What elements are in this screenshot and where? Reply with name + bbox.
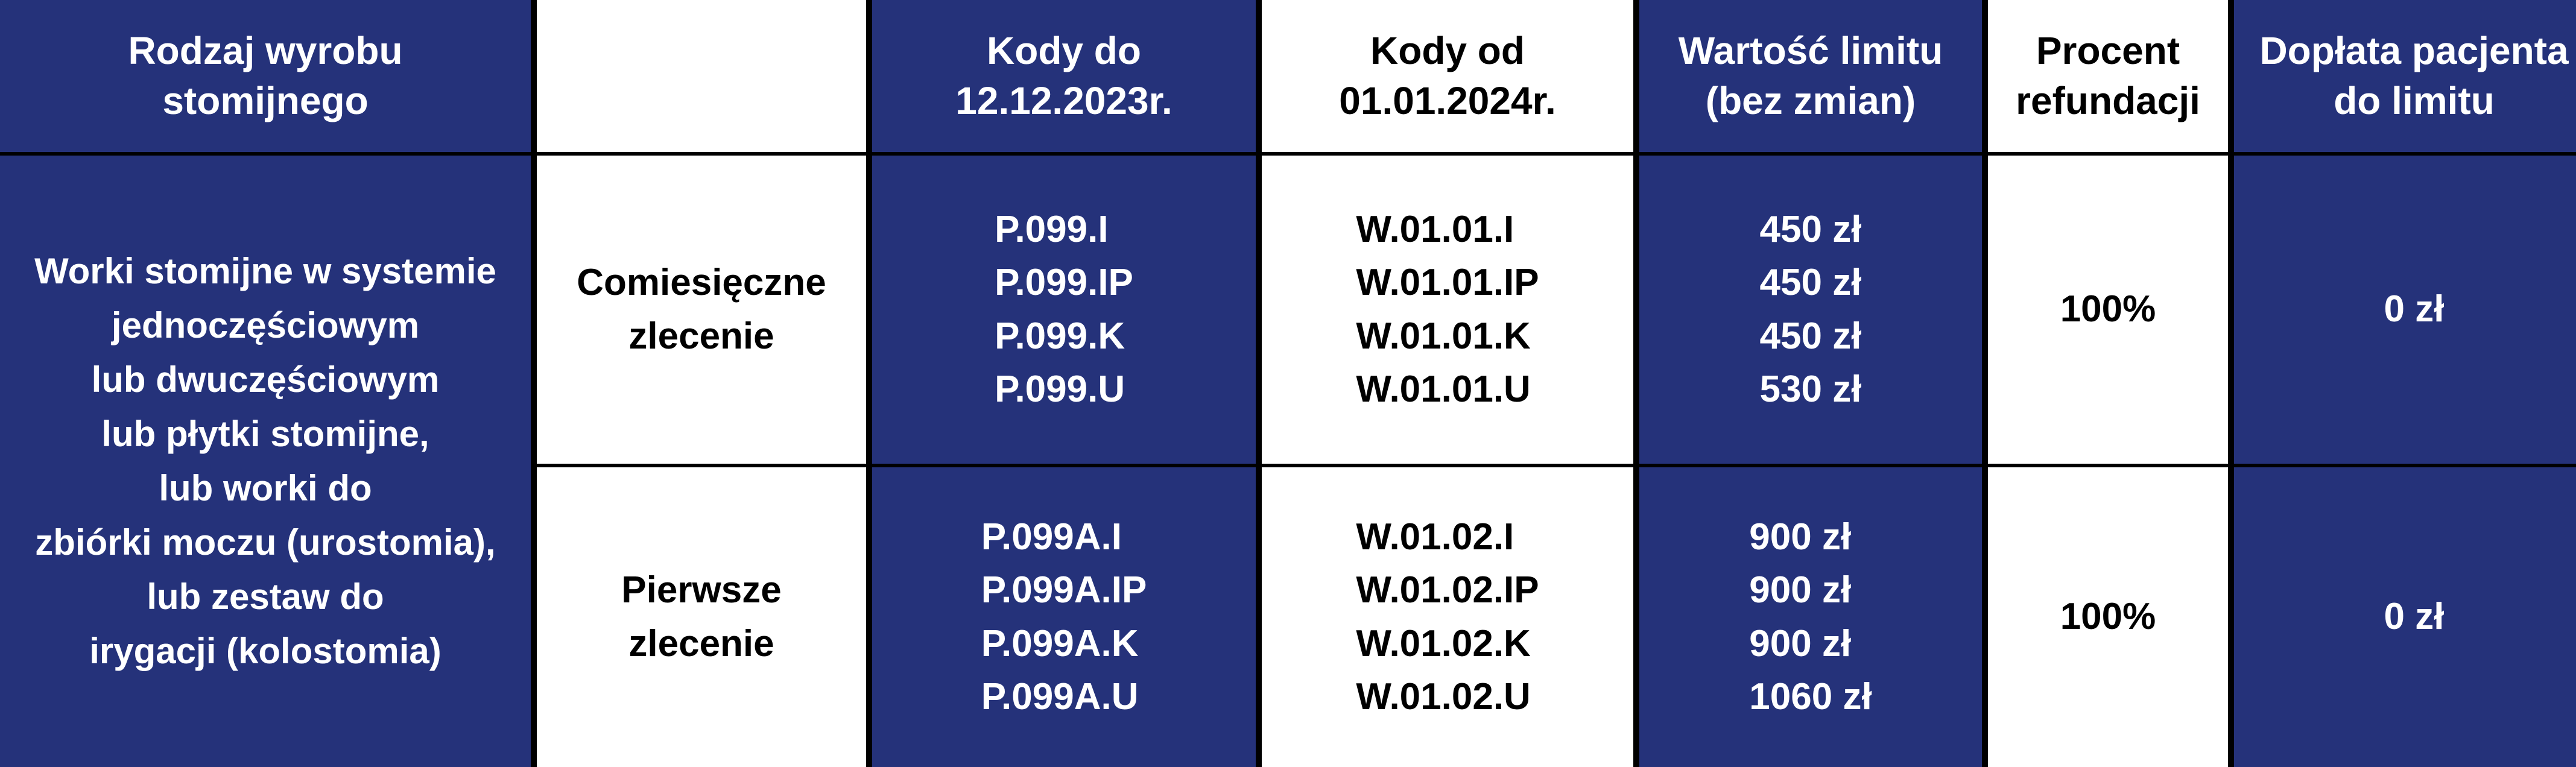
- code: P.099.K: [995, 315, 1125, 357]
- product-type-line: lub zestaw do: [147, 576, 384, 617]
- product-type-line: lub worki do: [159, 468, 372, 508]
- product-type-line: lub dwuczęściowym: [91, 359, 440, 400]
- limit-value: 450 zł: [1759, 209, 1862, 251]
- limit-value: 1060 zł: [1749, 675, 1872, 718]
- limit-list: 900 zł 900 zł 900 zł 1060 zł: [1749, 511, 1872, 723]
- header-text: Kody do: [987, 28, 1141, 72]
- header-new-codes: Kody od 01.01.2024r.: [1262, 0, 1633, 152]
- product-type-line: Worki stomijne w systemie: [34, 251, 496, 291]
- order-text: zlecenie: [628, 315, 774, 357]
- header-text: 12.12.2023r.: [955, 79, 1172, 122]
- header-text: Dopłata pacjenta: [2259, 28, 2569, 72]
- code: W.01.02.U: [1356, 675, 1531, 718]
- code: P.099A.I: [981, 516, 1122, 558]
- order-text: Pierwsze: [621, 569, 782, 611]
- copay-first: 0 zł: [2234, 467, 2576, 767]
- code: P.099.I: [995, 209, 1109, 251]
- old-codes-first: P.099A.I P.099A.IP P.099A.K P.099A.U: [872, 467, 1256, 767]
- code: P.099A.K: [981, 622, 1139, 664]
- code: W.01.02.I: [1356, 516, 1514, 558]
- code-list: P.099.I P.099.IP P.099.K P.099.U: [995, 203, 1133, 415]
- new-codes-first: W.01.02.I W.01.02.IP W.01.02.K W.01.02.U: [1262, 467, 1633, 767]
- header-text: stomijnego: [162, 79, 369, 122]
- code: P.099A.IP: [981, 569, 1147, 611]
- limits-first: 900 zł 900 zł 900 zł 1060 zł: [1639, 467, 1982, 767]
- header-empty: [537, 0, 866, 152]
- code: W.01.01.I: [1356, 209, 1514, 251]
- header-limit: Wartość limitu (bez zmian): [1639, 0, 1982, 152]
- header-copay: Dopłata pacjenta do limitu: [2234, 0, 2576, 152]
- code: P.099.IP: [995, 262, 1133, 304]
- header-old-codes: Kody do 12.12.2023r.: [872, 0, 1256, 152]
- limit-value: 450 zł: [1759, 262, 1862, 304]
- order-type-first: Pierwsze zlecenie: [537, 467, 866, 767]
- copay-monthly: 0 zł: [2234, 156, 2576, 464]
- header-text: 01.01.2024r.: [1339, 79, 1556, 122]
- order-text: Comiesięczne: [577, 262, 826, 304]
- product-type-line: zbiórki moczu (urostomia),: [35, 522, 496, 563]
- header-product-type: Rodzaj wyrobu stomijnego: [0, 0, 531, 152]
- header-text: do limitu: [2334, 79, 2495, 122]
- code: P.099.U: [995, 368, 1125, 410]
- header-text: (bez zmian): [1705, 79, 1916, 122]
- header-text: refundacji: [2016, 79, 2200, 122]
- old-codes-monthly: P.099.I P.099.IP P.099.K P.099.U: [872, 156, 1256, 464]
- limit-value: 450 zł: [1759, 315, 1862, 357]
- code: W.01.01.IP: [1356, 262, 1539, 304]
- product-type-line: jednoczęściowym: [111, 305, 420, 346]
- code-list: W.01.01.I W.01.01.IP W.01.01.K W.01.01.U: [1356, 203, 1539, 415]
- product-type-line: irygacji (kolostomia): [89, 631, 441, 671]
- code: W.01.01.U: [1356, 368, 1531, 410]
- code: W.01.02.IP: [1356, 569, 1539, 611]
- product-type-line: lub płytki stomijne,: [101, 414, 429, 454]
- header-text: Kody od: [1370, 28, 1525, 72]
- code: P.099A.U: [981, 675, 1139, 718]
- header-text: Procent: [2036, 28, 2180, 72]
- refund-value: 100%: [2060, 596, 2156, 638]
- copay-value: 0 zł: [2384, 596, 2445, 638]
- order-type-monthly: Comiesięczne zlecenie: [537, 156, 866, 464]
- limit-value: 530 zł: [1759, 368, 1862, 410]
- order-text: zlecenie: [628, 622, 774, 664]
- code-list: P.099A.I P.099A.IP P.099A.K P.099A.U: [981, 511, 1147, 723]
- copay-value: 0 zł: [2384, 288, 2445, 330]
- header-text: Wartość limitu: [1678, 28, 1943, 72]
- code: W.01.02.K: [1356, 622, 1531, 664]
- new-codes-monthly: W.01.01.I W.01.01.IP W.01.01.K W.01.01.U: [1262, 156, 1633, 464]
- code: W.01.01.K: [1356, 315, 1531, 357]
- product-type-cell: Worki stomijne w systemie jednoczęściowy…: [0, 156, 531, 767]
- limits-monthly: 450 zł 450 zł 450 zł 530 zł: [1639, 156, 1982, 464]
- limit-value: 900 zł: [1749, 569, 1852, 611]
- limit-value: 900 zł: [1749, 622, 1852, 664]
- refund-monthly: 100%: [1988, 156, 2228, 464]
- header-refund: Procent refundacji: [1988, 0, 2228, 152]
- refund-value: 100%: [2060, 288, 2156, 330]
- header-text: Rodzaj wyrobu: [128, 28, 403, 72]
- limit-value: 900 zł: [1749, 516, 1852, 558]
- refund-first: 100%: [1988, 467, 2228, 767]
- code-list: W.01.02.I W.01.02.IP W.01.02.K W.01.02.U: [1356, 511, 1539, 723]
